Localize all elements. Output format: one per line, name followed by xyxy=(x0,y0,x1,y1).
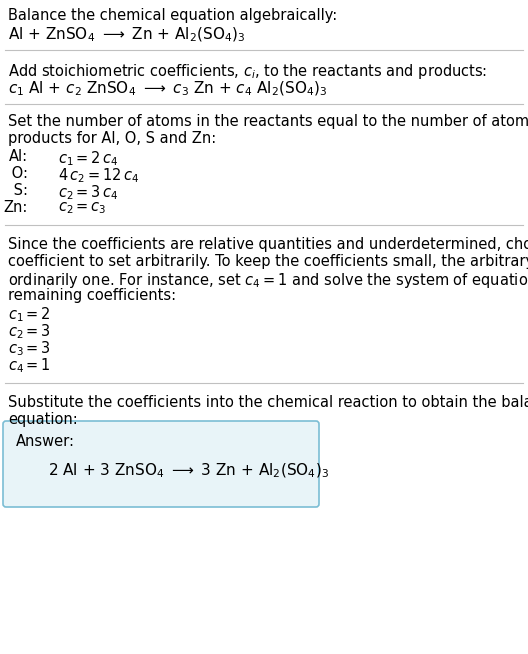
Text: coefficient to set arbitrarily. To keep the coefficients small, the arbitrary  v: coefficient to set arbitrarily. To keep … xyxy=(8,254,528,269)
Text: remaining coefficients:: remaining coefficients: xyxy=(8,288,176,303)
Text: $c_1$ Al + $c_2$ ZnSO$_4$ $\longrightarrow$ $c_3$ Zn + $c_4$ Al$_2$(SO$_4$)$_3$: $c_1$ Al + $c_2$ ZnSO$_4$ $\longrightarr… xyxy=(8,80,327,98)
Text: $c_2 = 3$: $c_2 = 3$ xyxy=(8,322,51,341)
Text: O:: O: xyxy=(7,166,28,181)
Text: $c_2 = c_3$: $c_2 = c_3$ xyxy=(58,200,107,216)
Text: Substitute the coefficients into the chemical reaction to obtain the balanced: Substitute the coefficients into the che… xyxy=(8,395,528,410)
Text: $c_1 = 2$: $c_1 = 2$ xyxy=(8,305,51,324)
Text: 2 Al + 3 ZnSO$_4$ $\longrightarrow$ 3 Zn + Al$_2$(SO$_4$)$_3$: 2 Al + 3 ZnSO$_4$ $\longrightarrow$ 3 Zn… xyxy=(48,462,329,481)
Text: Set the number of atoms in the reactants equal to the number of atoms in the: Set the number of atoms in the reactants… xyxy=(8,114,528,129)
Text: equation:: equation: xyxy=(8,412,78,427)
Text: $4\,c_2 = 12\,c_4$: $4\,c_2 = 12\,c_4$ xyxy=(58,166,139,184)
Text: ordinarily one. For instance, set $c_4 = 1$ and solve the system of equations fo: ordinarily one. For instance, set $c_4 =… xyxy=(8,271,528,290)
Text: Answer:: Answer: xyxy=(16,434,75,449)
Text: $c_4 = 1$: $c_4 = 1$ xyxy=(8,356,51,375)
Text: S:: S: xyxy=(9,183,28,198)
Text: Balance the chemical equation algebraically:: Balance the chemical equation algebraica… xyxy=(8,8,337,23)
Text: products for Al, O, S and Zn:: products for Al, O, S and Zn: xyxy=(8,131,216,146)
Text: Since the coefficients are relative quantities and underdetermined, choose a: Since the coefficients are relative quan… xyxy=(8,237,528,252)
Text: Zn:: Zn: xyxy=(4,200,28,215)
Text: Al + ZnSO$_4$ $\longrightarrow$ Zn + Al$_2$(SO$_4$)$_3$: Al + ZnSO$_4$ $\longrightarrow$ Zn + Al$… xyxy=(8,26,246,44)
FancyBboxPatch shape xyxy=(3,421,319,507)
Text: Al:: Al: xyxy=(9,149,28,164)
Text: $c_3 = 3$: $c_3 = 3$ xyxy=(8,339,51,358)
Text: $c_1 = 2\,c_4$: $c_1 = 2\,c_4$ xyxy=(58,149,119,167)
Text: Add stoichiometric coefficients, $c_i$, to the reactants and products:: Add stoichiometric coefficients, $c_i$, … xyxy=(8,62,487,81)
Text: $c_2 = 3\,c_4$: $c_2 = 3\,c_4$ xyxy=(58,183,119,201)
